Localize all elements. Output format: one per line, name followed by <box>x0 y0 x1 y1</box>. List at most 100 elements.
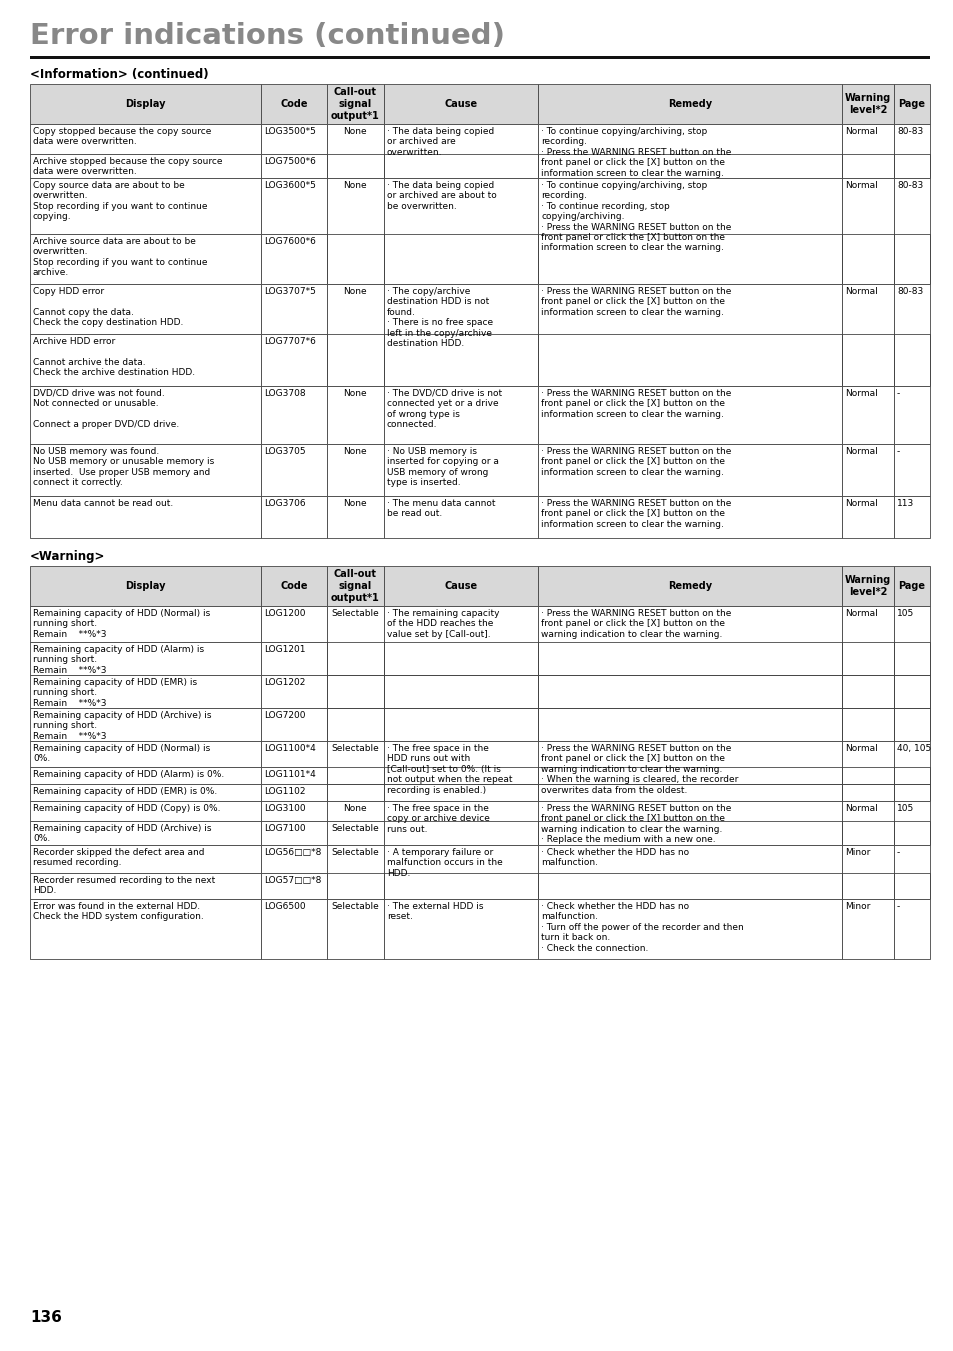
Bar <box>30 821 261 844</box>
Bar <box>841 821 893 844</box>
Text: · The menu data cannot
be read out.: · The menu data cannot be read out. <box>386 499 495 519</box>
Text: DVD/CD drive was not found.
Not connected or unusable.

Connect a proper DVD/CD : DVD/CD drive was not found. Not connecte… <box>33 389 179 430</box>
Bar <box>261 767 327 784</box>
Bar <box>537 496 841 538</box>
Text: Warning
level*2: Warning level*2 <box>844 576 890 597</box>
Bar <box>537 873 841 898</box>
Text: Cause: Cause <box>444 581 477 590</box>
Text: Normal: Normal <box>844 389 877 399</box>
Bar <box>30 154 261 178</box>
Bar <box>893 444 929 496</box>
Bar <box>261 234 327 284</box>
Bar <box>383 873 537 898</box>
Bar <box>261 821 327 844</box>
Text: Normal: Normal <box>844 447 877 457</box>
Bar <box>537 386 841 444</box>
Bar <box>841 496 893 538</box>
Bar <box>537 566 841 607</box>
Text: 40, 105: 40, 105 <box>896 744 930 753</box>
Text: 105: 105 <box>896 609 913 617</box>
Text: Minor: Minor <box>844 848 869 857</box>
Text: None: None <box>343 389 367 399</box>
Bar <box>841 873 893 898</box>
Bar <box>893 676 929 708</box>
Bar <box>537 178 841 284</box>
Bar <box>261 84 327 124</box>
Bar <box>261 386 327 444</box>
Bar <box>841 740 893 801</box>
Bar <box>537 821 841 844</box>
Bar <box>537 284 841 386</box>
Bar <box>537 784 841 801</box>
Bar <box>261 607 327 642</box>
Text: LOG3100: LOG3100 <box>264 804 306 813</box>
Bar <box>537 334 841 386</box>
Bar <box>327 284 383 386</box>
Bar <box>893 767 929 784</box>
Bar <box>327 566 383 607</box>
Bar <box>383 642 537 676</box>
Bar <box>30 566 261 607</box>
Text: Error was found in the external HDD.
Check the HDD system configuration.: Error was found in the external HDD. Che… <box>33 902 204 921</box>
Bar <box>841 708 893 740</box>
Bar <box>841 898 893 959</box>
Text: Remedy: Remedy <box>667 99 712 109</box>
Text: LOG1101*4: LOG1101*4 <box>264 770 315 780</box>
Bar <box>327 496 383 538</box>
Text: Warning
level*2: Warning level*2 <box>844 93 890 115</box>
Bar <box>261 708 327 740</box>
Text: Call-out
signal
output*1: Call-out signal output*1 <box>331 569 379 603</box>
Text: Normal: Normal <box>844 127 877 136</box>
Text: Remaining capacity of HDD (EMR) is
running short.
Remain    **%*3: Remaining capacity of HDD (EMR) is runni… <box>33 678 197 708</box>
Text: LOG7500*6: LOG7500*6 <box>264 157 315 166</box>
Bar <box>30 844 261 873</box>
Bar <box>841 784 893 801</box>
Bar <box>893 607 929 740</box>
Bar <box>893 124 929 178</box>
Text: Normal: Normal <box>844 286 877 296</box>
Text: Selectable: Selectable <box>331 609 379 617</box>
Bar <box>30 607 261 642</box>
Text: LOG7707*6: LOG7707*6 <box>264 336 315 346</box>
Text: · Check whether the HDD has no
malfunction.: · Check whether the HDD has no malfuncti… <box>541 848 689 867</box>
Text: Remaining capacity of HDD (Alarm) is
running short.
Remain    **%*3: Remaining capacity of HDD (Alarm) is run… <box>33 644 204 674</box>
Text: LOG7100: LOG7100 <box>264 824 306 834</box>
Bar <box>893 234 929 284</box>
Text: Remaining capacity of HDD (Copy) is 0%.: Remaining capacity of HDD (Copy) is 0%. <box>33 804 220 813</box>
Text: LOG3600*5: LOG3600*5 <box>264 181 315 190</box>
Text: None: None <box>343 804 367 813</box>
Text: · Press the WARNING RESET button on the
front panel or click the [X] button on t: · Press the WARNING RESET button on the … <box>541 499 731 528</box>
Bar <box>383 708 537 740</box>
Bar <box>537 84 841 124</box>
Bar <box>383 496 537 538</box>
Bar <box>327 178 383 284</box>
Bar <box>383 898 537 959</box>
Bar <box>893 873 929 898</box>
Text: -: - <box>896 447 900 457</box>
Bar <box>327 801 383 844</box>
Text: Normal: Normal <box>844 744 877 753</box>
Text: None: None <box>343 286 367 296</box>
Bar <box>261 566 327 607</box>
Bar <box>30 873 261 898</box>
Bar <box>893 642 929 676</box>
Bar <box>327 154 383 178</box>
Text: · Check whether the HDD has no
malfunction.
· Turn off the power of the recorder: · Check whether the HDD has no malfuncti… <box>541 902 743 952</box>
Text: · The external HDD is
reset.: · The external HDD is reset. <box>386 902 482 921</box>
Bar <box>30 386 261 444</box>
Text: LOG57□□*8: LOG57□□*8 <box>264 875 321 885</box>
Bar <box>537 124 841 178</box>
Text: Selectable: Selectable <box>331 744 379 753</box>
Bar <box>327 234 383 284</box>
Bar <box>261 784 327 801</box>
Text: Copy source data are about to be
overwritten.
Stop recording if you want to cont: Copy source data are about to be overwri… <box>33 181 208 222</box>
Text: -: - <box>896 848 900 857</box>
Bar <box>327 898 383 959</box>
Text: Page: Page <box>898 581 924 590</box>
Text: · A temporary failure or
malfunction occurs in the
HDD.: · A temporary failure or malfunction occ… <box>386 848 502 878</box>
Bar <box>327 676 383 708</box>
Bar <box>327 767 383 784</box>
Bar <box>30 284 261 334</box>
Text: Archive HDD error

Cannot archive the data.
Check the archive destination HDD.: Archive HDD error Cannot archive the dat… <box>33 336 195 377</box>
Bar <box>893 84 929 124</box>
